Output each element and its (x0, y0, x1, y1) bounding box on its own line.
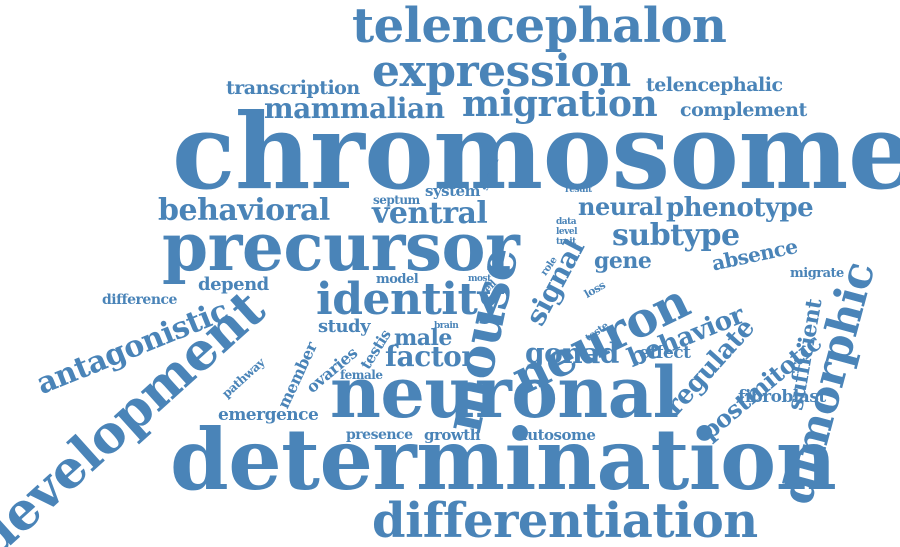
word-signal: signal (518, 234, 592, 331)
word-chromosome: chromosome (172, 90, 900, 213)
word-study: study (318, 316, 371, 337)
word-migration: migration (462, 83, 658, 125)
word-gene: gene (594, 248, 652, 274)
word-male: male (394, 325, 452, 351)
word-identity: identity (316, 274, 503, 325)
word-autosome: autosome (518, 426, 596, 444)
word-expression: expression (372, 46, 631, 97)
word-gonad: gonad (525, 337, 619, 370)
word-mammalian: mammalian (264, 92, 445, 125)
word-most: most (468, 274, 491, 284)
word-fibroblast: fibroblast (738, 387, 826, 407)
word-telencephalon: telencephalon (352, 0, 727, 54)
word-septum: septum (373, 193, 420, 207)
word-factor: factor (385, 340, 476, 373)
word-neuronal: neuronal (330, 351, 679, 434)
word-phenotype: phenotype (666, 193, 814, 223)
word-loss: loss (582, 278, 608, 301)
word-female: female (340, 368, 383, 382)
word-model: model (376, 272, 419, 287)
word-result: result (565, 185, 592, 195)
word-behavioral: behavioral (158, 193, 330, 228)
word-difference: difference (102, 292, 177, 308)
word-subtype: subtype (612, 218, 740, 253)
word-depend: depend (198, 274, 269, 295)
word-emergence: emergence (218, 405, 319, 425)
word-trait: trait (556, 237, 576, 247)
word-differentiation: differentiation (372, 493, 758, 547)
word-system: system (425, 182, 480, 200)
word-effect: effect (639, 343, 691, 363)
word-level: level (556, 227, 578, 237)
word-presence: presence (346, 427, 413, 443)
word-migrate: migrate (790, 266, 844, 281)
word-precursor: precursor (162, 208, 520, 286)
word-telencephalic: telencephalic (646, 74, 783, 96)
word-transcription: transcription (226, 77, 360, 99)
word-growth: growth (424, 426, 481, 444)
word-data: data (556, 217, 577, 227)
word-ventral: ventral (372, 196, 488, 231)
word-determination: determination (170, 410, 837, 509)
word-brain: brain (434, 321, 459, 331)
word-neural: neural (578, 192, 663, 221)
word-complement: complement (680, 99, 807, 121)
